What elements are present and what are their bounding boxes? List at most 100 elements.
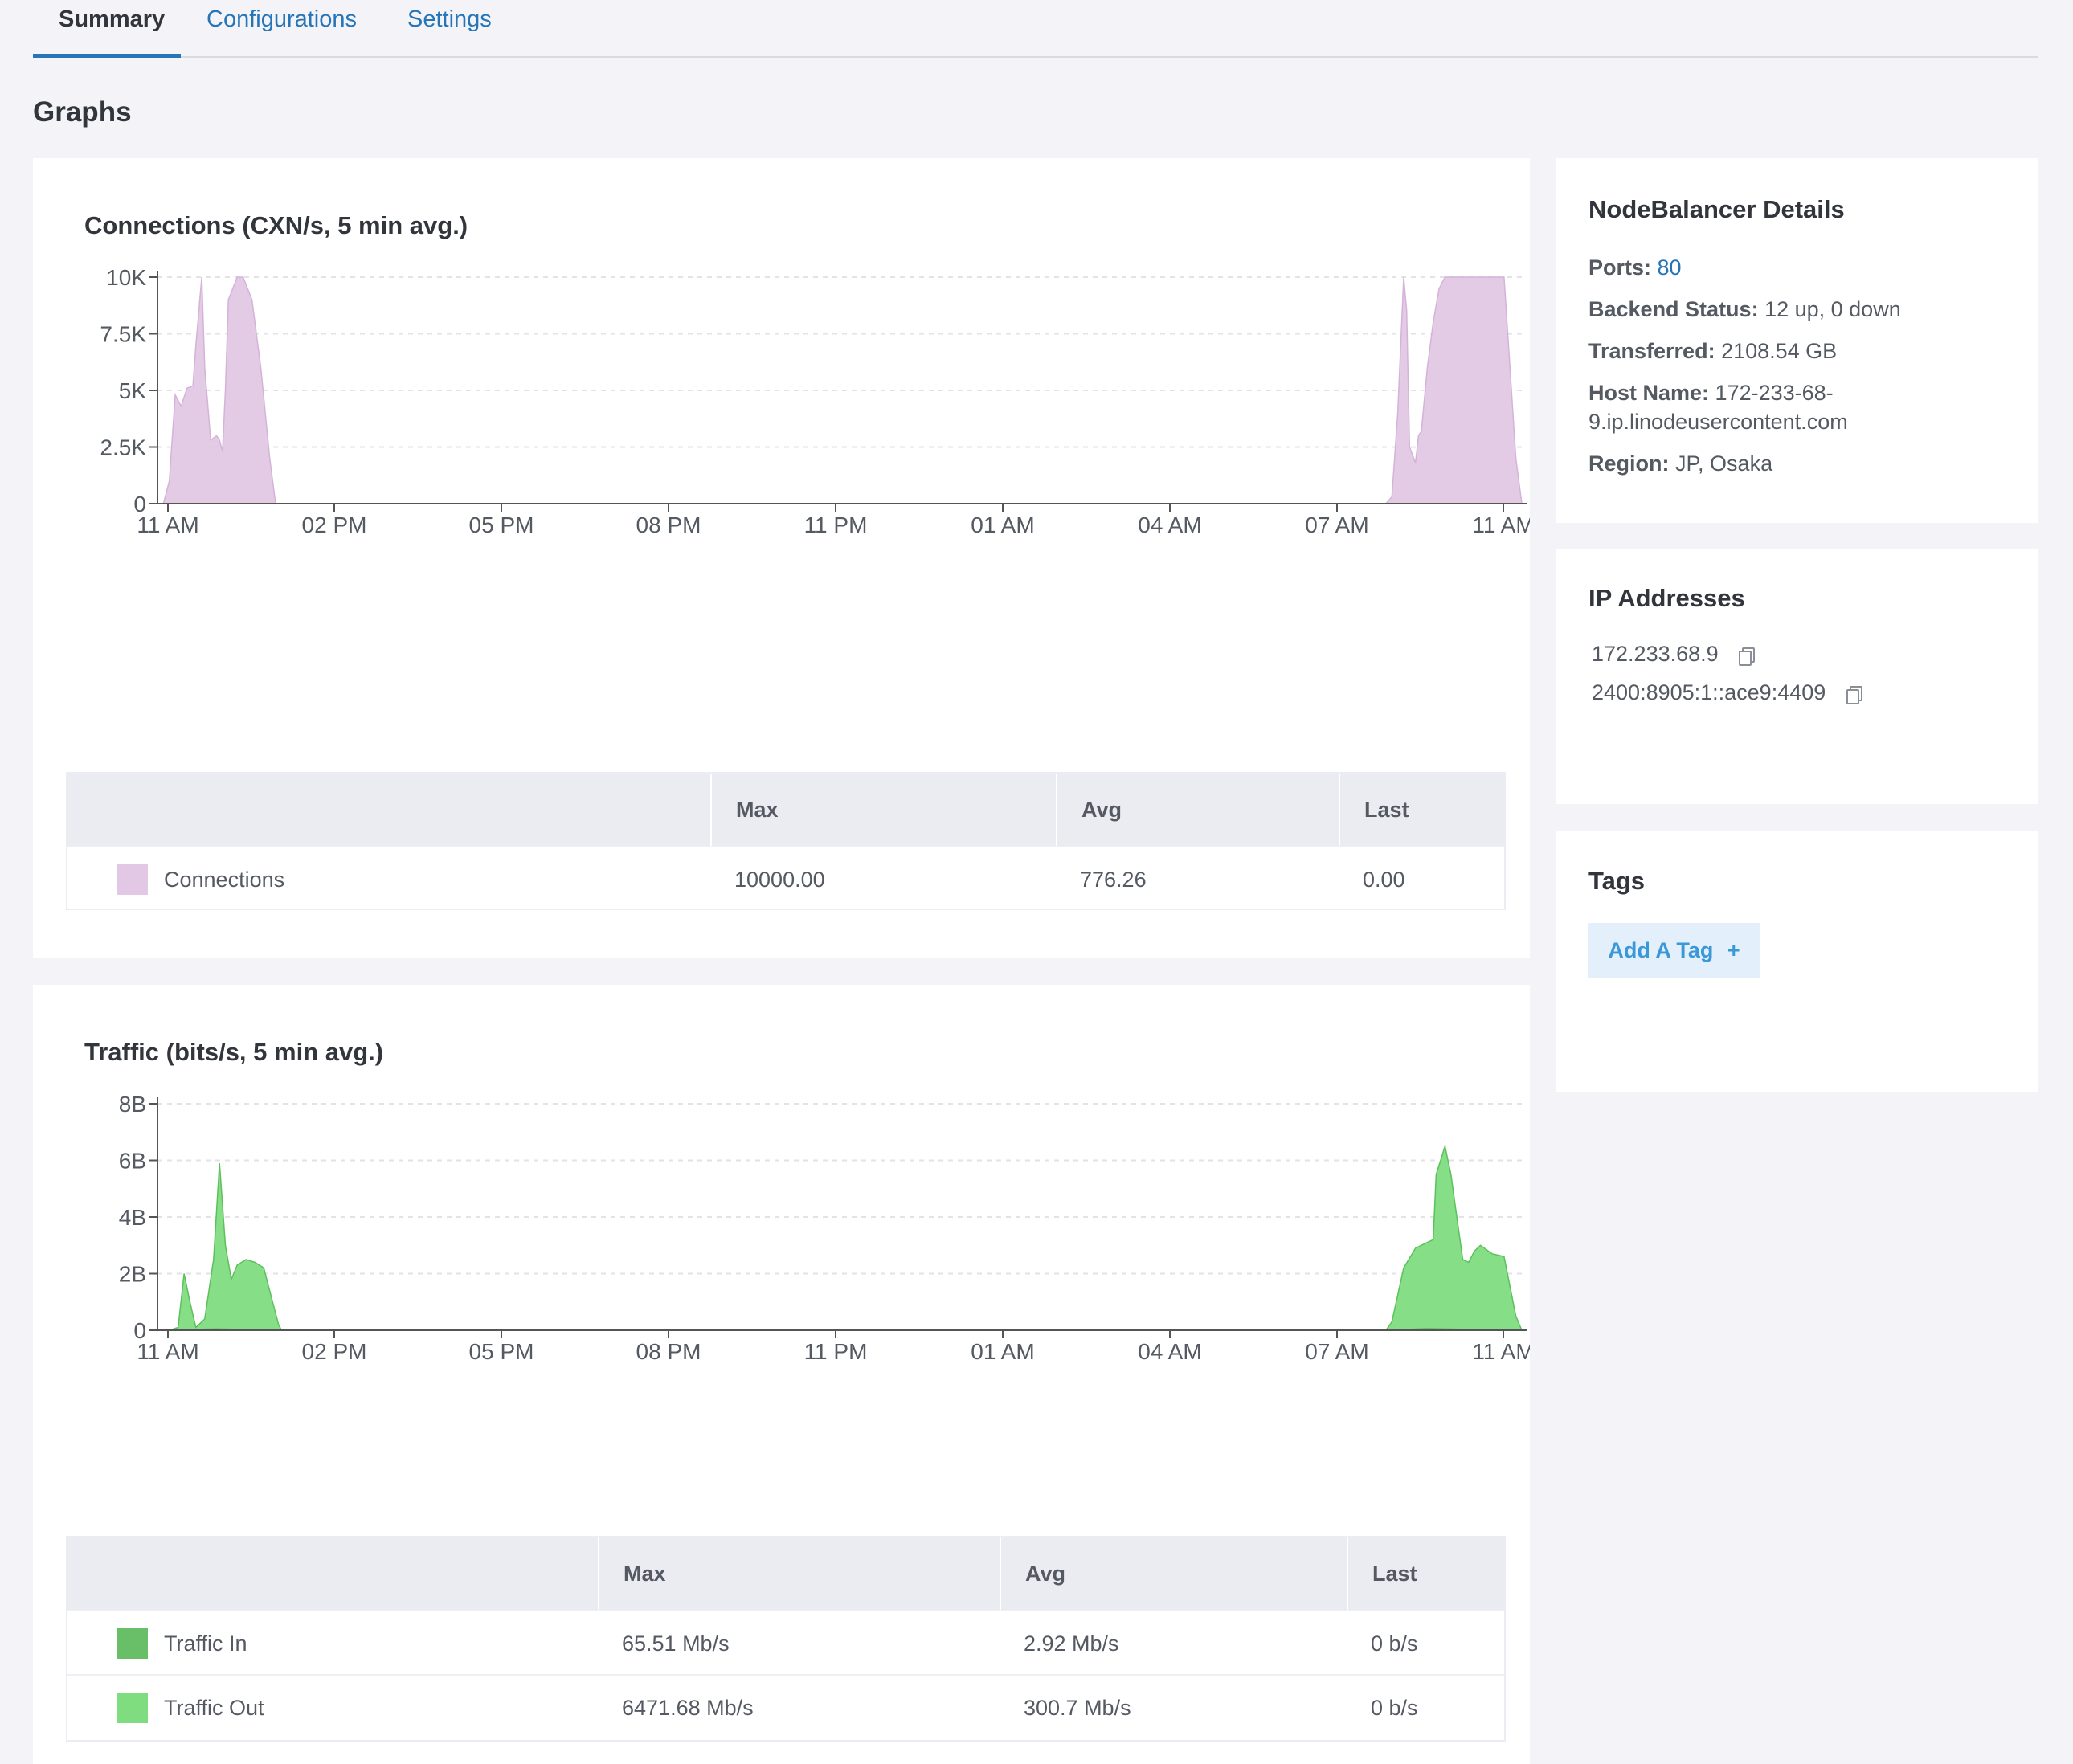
ipv4-address: 172.233.68.9	[1592, 642, 1756, 667]
y-tick-label: 0	[133, 1318, 146, 1343]
y-tick-label: 5K	[119, 378, 147, 403]
legend-header-last: Last	[1347, 1537, 1504, 1610]
backend-status-line: Backend Status: 12 up, 0 down	[1588, 295, 1901, 324]
x-tick-label: 11 AM	[1472, 512, 1530, 536]
host-name-line: Host Name: 172-233-68- 9.ip.linodeuserco…	[1588, 378, 1848, 436]
backend-value: 12 up, 0 down	[1764, 297, 1901, 321]
copy-icon[interactable]	[1846, 685, 1862, 704]
x-tick-label: 05 PM	[469, 1339, 534, 1362]
x-tick-label: 07 AM	[1305, 1339, 1368, 1362]
ports-link[interactable]: 80	[1657, 255, 1682, 280]
y-tick-label: 6B	[119, 1149, 146, 1174]
region-label: Region:	[1588, 451, 1670, 476]
backend-label: Backend Status:	[1588, 297, 1759, 321]
legend-avg: 300.7 Mb/s	[1024, 1696, 1131, 1720]
x-tick-label: 01 AM	[971, 512, 1034, 536]
host-value-line1: 172-233-68-	[1715, 381, 1834, 405]
legend-header-name	[67, 1537, 598, 1610]
x-tick-label: 04 AM	[1138, 512, 1201, 536]
legend-max: 65.51 Mb/s	[622, 1631, 730, 1656]
legend-header-max: Max	[598, 1537, 1000, 1610]
traffic-chart-title: Traffic (bits/s, 5 min avg.)	[84, 1038, 384, 1066]
legend-max: 10000.00	[734, 868, 825, 892]
ipv6-text: 2400:8905:1::ace9:4409	[1592, 680, 1826, 704]
x-tick-label: 04 AM	[1138, 1339, 1201, 1362]
ports-line: Ports: 80	[1588, 253, 1682, 282]
tab-summary[interactable]: Summary	[59, 6, 166, 32]
details-title: NodeBalancer Details	[1588, 195, 1845, 223]
y-tick-label: 2.5K	[100, 435, 146, 460]
plus-icon: +	[1727, 938, 1740, 962]
x-tick-label: 05 PM	[469, 512, 534, 536]
y-tick-label: 7.5K	[100, 322, 146, 347]
x-tick-label: 08 PM	[636, 1339, 701, 1362]
legend-row: Connections 10000.00 776.26 0.00	[67, 846, 1504, 912]
region-value: JP, Osaka	[1675, 451, 1773, 476]
section-title: Graphs	[33, 96, 132, 128]
x-tick-label: 11 AM	[137, 1339, 198, 1362]
x-tick-label: 11 AM	[1472, 1339, 1530, 1362]
add-tag-button[interactable]: Add A Tag +	[1588, 923, 1760, 978]
transferred-line: Transferred: 2108.54 GB	[1588, 337, 1837, 365]
tab-settings[interactable]: Settings	[407, 6, 492, 32]
ports-label: Ports:	[1588, 255, 1652, 280]
legend-row-traffic-in: Traffic In 65.51 Mb/s 2.92 Mb/s 0 b/s	[67, 1610, 1504, 1676]
x-tick-label: 07 AM	[1305, 512, 1368, 536]
legend-row-traffic-out: Traffic Out 6471.68 Mb/s 300.7 Mb/s 0 b/…	[67, 1674, 1504, 1740]
legend-last: 0 b/s	[1371, 1631, 1418, 1656]
x-tick-label: 01 AM	[971, 1339, 1034, 1362]
legend-series-name: Traffic In	[164, 1631, 247, 1656]
legend-series-name: Traffic Out	[164, 1696, 264, 1720]
host-label: Host Name:	[1588, 381, 1710, 405]
legend-header-last: Last	[1339, 774, 1504, 846]
y-tick-label: 4B	[119, 1205, 146, 1230]
x-tick-label: 08 PM	[636, 512, 701, 536]
legend-header-avg: Avg	[1000, 1537, 1347, 1610]
host-value-line2: 9.ip.linodeusercontent.com	[1588, 410, 1848, 434]
legend-last: 0.00	[1363, 868, 1405, 892]
legend-avg: 2.92 Mb/s	[1024, 1631, 1119, 1656]
traffic-panel: Traffic (bits/s, 5 min avg.) 0 2B 4B 6B 8B 11…	[33, 985, 1530, 1764]
copy-icon[interactable]	[1739, 647, 1756, 666]
connections-legend-table: Max Avg Last Connections 10000.00 776.26…	[66, 772, 1506, 910]
x-tick-label: 11 AM	[137, 512, 198, 536]
x-tick-label: 11 PM	[804, 1339, 868, 1362]
y-tick-label: 8B	[119, 1092, 146, 1117]
ipv6-address: 2400:8905:1::ace9:4409	[1592, 680, 1862, 705]
legend-header-name	[67, 774, 710, 846]
series-area-traffic-out	[157, 1143, 1523, 1331]
connections-chart-title: Connections (CXN/s, 5 min avg.)	[84, 211, 468, 239]
x-tick-label: 02 PM	[302, 512, 367, 536]
x-tick-label: 02 PM	[302, 1339, 367, 1362]
traffic-legend-table: Max Avg Last Traffic In 65.51 Mb/s 2.92 …	[66, 1536, 1506, 1742]
connections-panel: Connections (CXN/s, 5 min avg.) 0 2.5K 5K 7…	[33, 158, 1530, 958]
connections-chart: 0 2.5K 5K 7.5K 10K 11 AM 02 PM 05 PM 08 PM 11 PM 0…	[100, 265, 1530, 536]
y-tick-label: 2B	[119, 1262, 146, 1287]
traffic-chart: 0 2B 4B 6B 8B 11 AM 02 PM 05 PM 08 PM 11 PM 01 AM 0…	[119, 1092, 1530, 1362]
tab-configurations[interactable]: Configurations	[206, 6, 357, 32]
ip-addresses-panel: IP Addresses 172.233.68.9 2400:8905:1::a…	[1556, 549, 2038, 804]
tags-title: Tags	[1588, 867, 1646, 895]
traffic-out-swatch	[117, 1693, 148, 1723]
ip-addresses-title: IP Addresses	[1588, 584, 1745, 612]
add-tag-label: Add A Tag	[1608, 938, 1714, 962]
legend-header-max: Max	[710, 774, 1056, 846]
legend-header: Max Avg Last	[67, 774, 1504, 846]
connections-swatch	[117, 864, 148, 895]
legend-avg: 776.26	[1080, 868, 1147, 892]
legend-header: Max Avg Last	[67, 1537, 1504, 1610]
transferred-label: Transferred:	[1588, 339, 1715, 363]
legend-series-name: Connections	[164, 868, 285, 892]
x-tick-label: 11 PM	[804, 512, 868, 536]
region-line: Region: JP, Osaka	[1588, 449, 1772, 478]
legend-last: 0 b/s	[1371, 1696, 1418, 1720]
tags-panel: Tags Add A Tag +	[1556, 831, 2038, 1092]
y-tick-label: 10K	[106, 265, 146, 290]
ipv4-text: 172.233.68.9	[1592, 642, 1719, 666]
y-tick-label: 0	[133, 492, 146, 517]
legend-max: 6471.68 Mb/s	[622, 1696, 754, 1720]
transferred-value: 2108.54 GB	[1721, 339, 1838, 363]
details-panel: NodeBalancer Details Ports: 80 Backend S…	[1556, 158, 2038, 523]
tab-bar: Summary Configurations Settings	[33, 0, 2038, 58]
legend-header-avg: Avg	[1056, 774, 1339, 846]
